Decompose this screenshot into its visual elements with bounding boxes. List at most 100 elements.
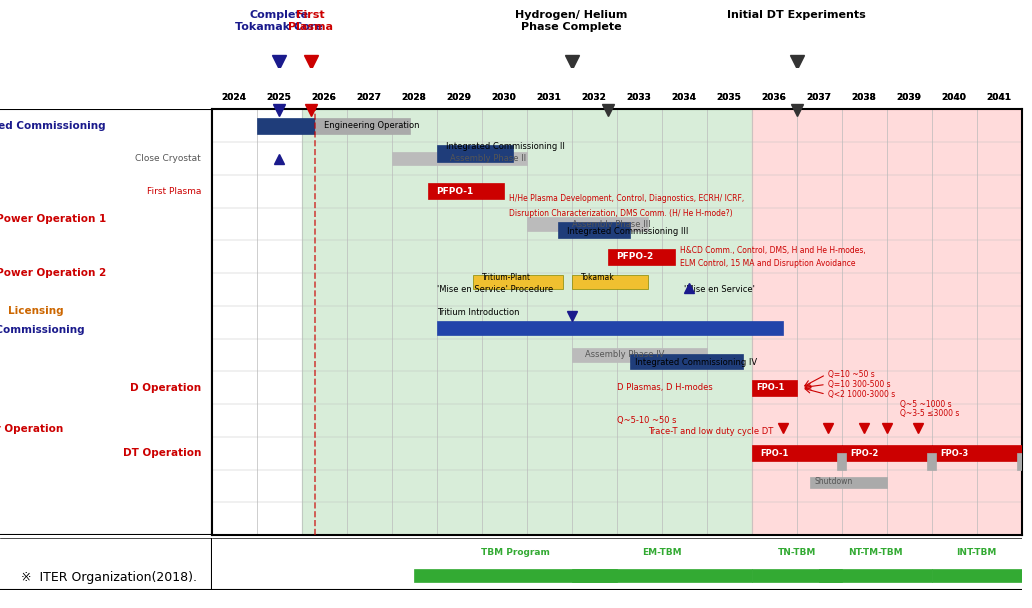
Text: 2027: 2027	[357, 94, 382, 103]
Text: Tokamak: Tokamak	[581, 272, 614, 282]
Bar	[842, 445, 932, 461]
Text: PFPO-1: PFPO-1	[437, 187, 474, 196]
Text: Licensing: Licensing	[8, 306, 63, 316]
Text: Tritium-Plant: Tritium-Plant	[482, 272, 530, 282]
Text: ※  ITER Organization(2018).: ※ ITER Organization(2018).	[21, 571, 197, 584]
Bar	[608, 249, 675, 265]
Text: Integrated Commissioning III: Integrated Commissioning III	[568, 227, 688, 236]
Bar	[437, 145, 513, 162]
Text: 2030: 2030	[491, 94, 516, 103]
Bar	[526, 218, 648, 230]
Text: Pre-Fusion Power Operation 1: Pre-Fusion Power Operation 1	[0, 214, 105, 224]
Bar	[819, 569, 932, 582]
Text: 2034: 2034	[672, 94, 697, 103]
Text: 'Mise en Service' Procedure: 'Mise en Service' Procedure	[437, 285, 553, 294]
Text: FPO-2: FPO-2	[850, 449, 879, 458]
Bar	[751, 569, 842, 582]
Text: Q~5-10 ~50 s: Q~5-10 ~50 s	[617, 416, 676, 425]
Bar	[257, 117, 315, 134]
Text: Trace-T and low duty cycle DT: Trace-T and low duty cycle DT	[648, 427, 773, 437]
Text: Assembly Phase IV: Assembly Phase IV	[585, 350, 665, 359]
Text: ELM Control, 15 MA and Disruption Avoidance: ELM Control, 15 MA and Disruption Avoida…	[680, 259, 856, 268]
Text: 2035: 2035	[716, 94, 742, 103]
Text: 2026: 2026	[312, 94, 336, 103]
Text: Integrated Commissioning II: Integrated Commissioning II	[446, 142, 565, 151]
Bar	[932, 569, 1022, 582]
Text: Integrated Commissioning IV: Integrated Commissioning IV	[635, 358, 756, 367]
Text: 2041: 2041	[987, 94, 1011, 103]
Text: Shutdown: Shutdown	[814, 477, 852, 486]
Text: 2035: 2035	[716, 94, 742, 103]
Text: INT-TBM: INT-TBM	[957, 548, 997, 557]
Bar	[572, 348, 707, 362]
Text: PFPO-2: PFPO-2	[617, 252, 654, 261]
Text: 2030: 2030	[491, 94, 516, 103]
Text: NT-TM-TBM: NT-TM-TBM	[848, 548, 903, 557]
Text: ITER Operations Phase: ITER Operations Phase	[510, 79, 723, 97]
Text: First Plasma: First Plasma	[147, 187, 201, 196]
Text: 2024: 2024	[222, 94, 247, 103]
Text: 2025: 2025	[266, 94, 291, 103]
Text: 2028: 2028	[401, 94, 426, 103]
Bar	[751, 445, 842, 461]
Text: 2039: 2039	[897, 94, 922, 103]
Bar	[932, 445, 1022, 461]
Text: 2029: 2029	[447, 94, 472, 103]
Text: 2029: 2029	[447, 94, 472, 103]
Bar	[414, 569, 617, 582]
Bar	[631, 354, 743, 369]
Bar	[473, 275, 562, 289]
Text: Close Cryostat: Close Cryostat	[135, 154, 201, 163]
Text: 2039: 2039	[897, 94, 922, 103]
Bar	[572, 569, 751, 582]
Text: FPO-1: FPO-1	[756, 383, 784, 392]
Text: 2027: 2027	[357, 94, 382, 103]
Text: 2032: 2032	[582, 94, 607, 103]
Text: Tritium Introduction: Tritium Introduction	[437, 308, 519, 317]
Text: Fusion Power Operation: Fusion Power Operation	[0, 424, 63, 434]
Bar	[837, 453, 846, 469]
Text: Q=10 ~50 s: Q=10 ~50 s	[828, 370, 875, 379]
Bar	[437, 321, 783, 336]
Text: 2032: 2032	[582, 94, 607, 103]
Text: 2033: 2033	[626, 94, 651, 103]
Text: 2025: 2025	[266, 94, 291, 103]
Text: 2031: 2031	[537, 94, 561, 103]
Text: Initial DT Experiments: Initial DT Experiments	[728, 10, 866, 20]
Text: 2041: 2041	[987, 94, 1011, 103]
Text: H/He Plasma Development, Control, Diagnostics, ECRH/ ICRF,: H/He Plasma Development, Control, Diagno…	[509, 194, 744, 203]
Text: 2028: 2028	[401, 94, 426, 103]
Text: TBM Program: TBM Program	[481, 548, 550, 557]
Text: DT Operation: DT Operation	[123, 448, 201, 458]
Text: 2024: 2024	[222, 94, 247, 103]
Text: Complete
Tokamak Core: Complete Tokamak Core	[235, 10, 323, 32]
Bar	[927, 453, 936, 469]
Text: Hydrogen/ Helium
Phase Complete: Hydrogen/ Helium Phase Complete	[515, 10, 627, 32]
Text: D Operation: D Operation	[130, 382, 201, 393]
Text: Q<2 1000-3000 s: Q<2 1000-3000 s	[828, 390, 896, 399]
Bar	[751, 109, 1022, 535]
Bar	[810, 477, 886, 488]
Text: 2037: 2037	[807, 94, 832, 103]
Text: First
Plasma: First Plasma	[288, 10, 333, 32]
Text: H&CD Comm., Control, DMS, H and He H-modes,: H&CD Comm., Control, DMS, H and He H-mod…	[680, 246, 866, 255]
Text: 2034: 2034	[672, 94, 697, 103]
Text: FPO-3: FPO-3	[941, 449, 969, 458]
Text: EM-TBM: EM-TBM	[642, 548, 681, 557]
Bar	[572, 275, 648, 289]
Text: 2031: 2031	[537, 94, 561, 103]
Text: Disruption Characterization, DMS Comm. (H/ He H-mode?): Disruption Characterization, DMS Comm. (…	[509, 209, 733, 218]
Text: Pre-Fusion Power Operation 2: Pre-Fusion Power Operation 2	[0, 268, 105, 278]
Text: TN-TBM: TN-TBM	[777, 548, 816, 557]
Text: FPO-1: FPO-1	[761, 449, 789, 458]
Text: Integrated Commissioning: Integrated Commissioning	[0, 121, 105, 131]
Text: 2026: 2026	[312, 94, 336, 103]
Bar	[315, 117, 410, 134]
Bar	[1018, 453, 1024, 469]
Bar	[391, 152, 526, 165]
Text: Assembly Phase III: Assembly Phase III	[572, 219, 650, 229]
Text: 2033: 2033	[626, 94, 651, 103]
Text: 2037: 2037	[807, 94, 832, 103]
Text: T-Plant Commissioning: T-Plant Commissioning	[0, 325, 85, 336]
Text: 2036: 2036	[762, 94, 786, 103]
